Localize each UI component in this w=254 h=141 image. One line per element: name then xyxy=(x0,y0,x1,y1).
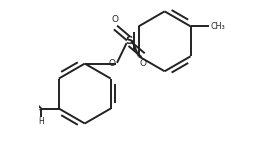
Text: O: O xyxy=(112,15,119,24)
Text: H: H xyxy=(38,117,44,126)
Text: S: S xyxy=(125,36,133,46)
Text: O: O xyxy=(140,59,147,68)
Text: CH₃: CH₃ xyxy=(211,22,225,31)
Text: O: O xyxy=(108,59,115,68)
